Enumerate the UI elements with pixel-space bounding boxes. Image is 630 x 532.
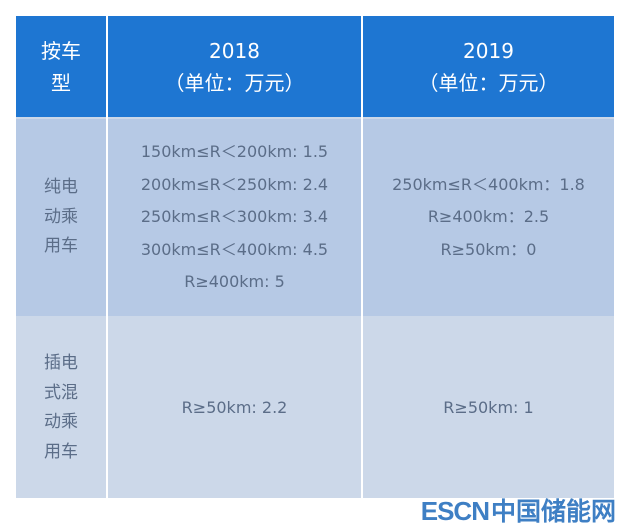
subsidy-line: 200km≤R＜250km: 2.4 <box>140 174 329 194</box>
row-type-cell: 插电式混动乘用车 <box>16 318 106 498</box>
row-type-label: 纯电动乘用车 <box>44 177 78 257</box>
subsidy-line: R≥400km: 5 <box>184 272 285 292</box>
row-2019-cell: 250km≤R＜400km：1.8 R≥400km：2.5 R≥50km：0 <box>363 119 614 316</box>
subsidy-line: 150km≤R＜200km: 1.5 <box>140 142 329 162</box>
row-type-cell: 纯电动乘用车 <box>16 119 106 316</box>
row-type-label: 插电式混动乘用车 <box>44 353 78 462</box>
header-cell-2018: 2018 （单位：万元） <box>108 16 361 117</box>
row-2018-cell: 150km≤R＜200km: 1.5 200km≤R＜250km: 2.4 25… <box>108 119 361 316</box>
subsidy-line: 250km≤R＜300km: 3.4 <box>140 207 329 227</box>
header-cell-2019: 2019 （单位：万元） <box>363 16 614 117</box>
subsidy-line: 250km≤R＜400km：1.8 <box>392 174 585 194</box>
header-2018-unit: （单位：万元） <box>164 70 305 95</box>
column-divider <box>361 16 363 498</box>
row-2019-cell: R≥50km: 1 <box>363 318 614 498</box>
subsidy-line: 300km≤R＜400km: 4.5 <box>140 239 329 259</box>
watermark-latin: ESCN <box>420 496 490 526</box>
subsidy-table: 按车型 2018 （单位：万元） 2019 （单位：万元） 纯电动乘用车 150… <box>16 16 614 498</box>
subsidy-line: R≥50km: 2.2 <box>181 397 288 417</box>
table-row: 插电式混动乘用车 R≥50km: 2.2 R≥50km: 1 <box>16 318 614 498</box>
header-2018-year: 2018 <box>209 38 260 63</box>
header-2019-year: 2019 <box>463 38 514 63</box>
table-header-row: 按车型 2018 （单位：万元） 2019 （单位：万元） <box>16 16 614 117</box>
header-vehicle-type-label: 按车型 <box>41 38 81 95</box>
escn-watermark-logo: ESCN 中国储能网 <box>421 492 616 528</box>
subsidy-line: R≥50km: 1 <box>443 397 534 417</box>
header-cell-vehicle-type: 按车型 <box>16 16 106 117</box>
watermark-cjk: 中国储能网 <box>490 497 616 526</box>
subsidy-line: R≥50km：0 <box>440 239 537 259</box>
subsidy-line: R≥400km：2.5 <box>427 207 550 227</box>
column-divider <box>106 16 108 498</box>
header-2019-unit: （单位：万元） <box>418 70 559 95</box>
table-row: 纯电动乘用车 150km≤R＜200km: 1.5 200km≤R＜250km:… <box>16 119 614 316</box>
row-2018-cell: R≥50km: 2.2 <box>108 318 361 498</box>
